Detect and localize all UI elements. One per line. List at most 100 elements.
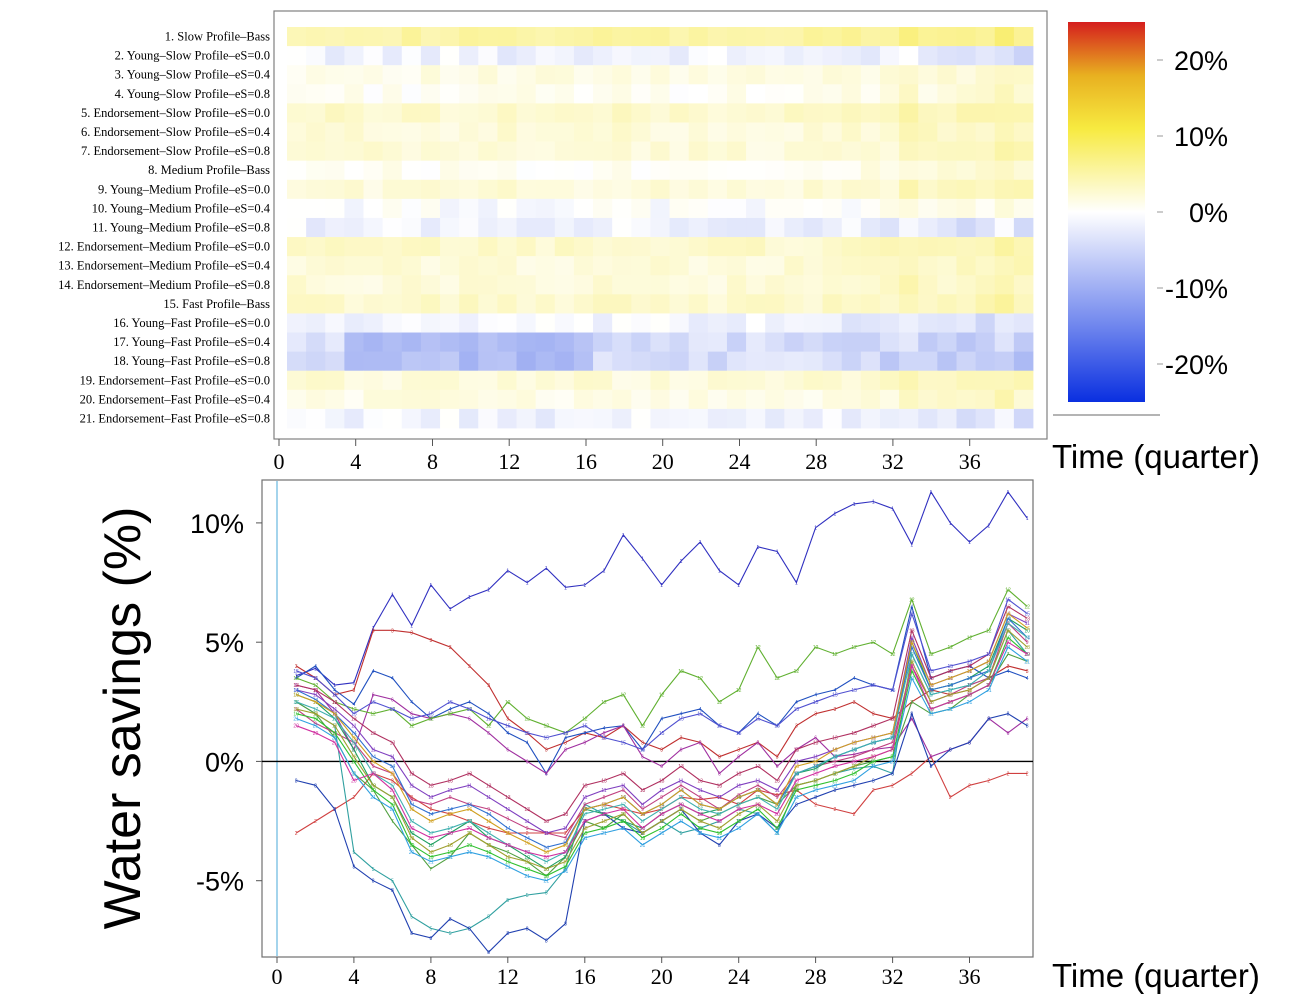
heatmap-cell	[784, 275, 804, 295]
heatmap-cell	[746, 389, 766, 410]
heatmap-cell	[650, 27, 670, 47]
heatmap-cell	[822, 237, 843, 257]
heatmap-cell	[325, 256, 345, 276]
heatmap-cell	[726, 198, 747, 219]
heatmap-cell	[669, 294, 690, 314]
heatmap-cell	[688, 198, 709, 219]
series-point-marker: 6	[834, 755, 837, 761]
heatmap-cell	[612, 65, 632, 85]
heatmap-cell	[344, 408, 364, 429]
heatmap-cell	[1013, 84, 1034, 104]
series-point-marker: 14	[390, 764, 396, 770]
heatmap-cell	[459, 275, 479, 295]
heatmap-cell	[420, 389, 441, 410]
heatmap-x-tick-label: 32	[882, 449, 904, 474]
heatmap-cell	[478, 256, 498, 276]
heatmap-cell	[325, 408, 345, 429]
series-point-marker: 11	[601, 788, 606, 794]
heatmap-cell	[1013, 65, 1034, 85]
series-point-marker: 20	[659, 812, 665, 818]
heatmap-cell	[344, 370, 364, 391]
heatmap-cell	[879, 332, 900, 353]
series-point-marker: 1	[583, 583, 586, 589]
series-point-marker: 14	[871, 740, 877, 746]
heatmap-cell	[726, 84, 747, 104]
series-point-marker: 7	[391, 819, 394, 825]
heatmap-cell	[420, 179, 441, 200]
series-point-marker: 9	[930, 700, 933, 706]
series-point-marker: 18	[293, 707, 299, 713]
heatmap-cell	[459, 141, 479, 162]
heatmap-cell	[899, 65, 919, 85]
heatmap-cell	[669, 408, 690, 429]
series-point-marker: 20	[351, 779, 357, 785]
series-point-marker: 2	[641, 812, 644, 818]
heatmap-cell	[325, 351, 345, 372]
heatmap-cell	[535, 408, 556, 429]
heatmap-cell	[707, 27, 728, 47]
heatmap-cell	[420, 370, 441, 391]
heatmap-cell	[420, 141, 441, 162]
heatmap-cell	[937, 198, 957, 219]
series-point-marker: 13	[313, 688, 319, 694]
heatmap-cell	[459, 370, 479, 391]
heatmap-cell	[822, 275, 843, 295]
heatmap-cell	[325, 46, 345, 66]
heatmap-cell	[879, 351, 900, 372]
heatmap-cell	[497, 46, 517, 66]
series-point-marker: 15	[351, 712, 357, 718]
series-point-marker: 12	[601, 700, 607, 706]
series-point-marker: 20	[678, 802, 684, 808]
heatmap-cell	[573, 237, 594, 257]
heatmap-cell	[822, 351, 843, 372]
series-point-marker: 8	[506, 931, 509, 937]
heatmap-cell	[918, 351, 938, 372]
series-point-marker: 19	[871, 759, 877, 765]
heatmap-cell	[401, 46, 422, 66]
series-point-marker: 3	[1007, 664, 1010, 670]
heatmap-cell	[707, 217, 728, 238]
series-point-marker: 3	[987, 676, 990, 682]
series-point-marker: 3	[295, 664, 298, 670]
heatmap-cell	[1013, 313, 1034, 333]
heatmap-cell	[650, 275, 670, 295]
series-point-marker: 17	[563, 850, 569, 856]
series-point-marker: 3	[660, 748, 663, 754]
series-point-marker: 18	[409, 836, 415, 842]
series-point-marker: 17	[659, 807, 665, 813]
line-series: 1717171717171717171717171717171717171717…	[293, 621, 1030, 866]
series-point-marker: 17	[928, 693, 934, 699]
series-point-marker: 12	[351, 707, 357, 713]
series-point-marker: 13	[832, 736, 838, 742]
series-point-marker: 10	[967, 676, 973, 682]
series-point-marker: 2	[891, 783, 894, 789]
series-point-marker: 18	[890, 748, 896, 754]
heatmap-cell	[459, 351, 479, 372]
heatmap-cell	[784, 160, 804, 181]
heatmap-cell	[287, 65, 307, 85]
heatmap-cell	[918, 332, 938, 353]
heatmap-cell	[899, 370, 919, 391]
series-point-marker: 2	[430, 807, 433, 813]
series-point-marker: 17	[390, 783, 396, 789]
heatmap-cell	[306, 141, 326, 162]
series-point-marker: 20	[948, 700, 954, 706]
series-point-marker: 16	[467, 807, 473, 813]
heatmap-cell	[554, 275, 575, 295]
series-point-marker: 2	[1007, 771, 1010, 777]
series-point-marker: 15	[851, 688, 857, 694]
heatmap-cell	[784, 46, 804, 66]
heatmap-cell	[688, 179, 709, 200]
series-point-marker: 16	[890, 731, 896, 737]
series-point-marker: 6	[872, 748, 875, 754]
series-point-marker: 3	[391, 628, 394, 634]
series-point-marker: 17	[505, 843, 511, 849]
heatmap-cell	[956, 27, 977, 47]
heatmap-cell	[593, 408, 613, 429]
series-point-marker: 1	[891, 507, 894, 513]
heatmap-cell	[803, 237, 823, 257]
heatmap-cell	[554, 217, 575, 238]
series-point-marker: 5	[449, 931, 452, 937]
heatmap-cell	[899, 122, 919, 142]
heatmap-cell	[325, 141, 345, 162]
